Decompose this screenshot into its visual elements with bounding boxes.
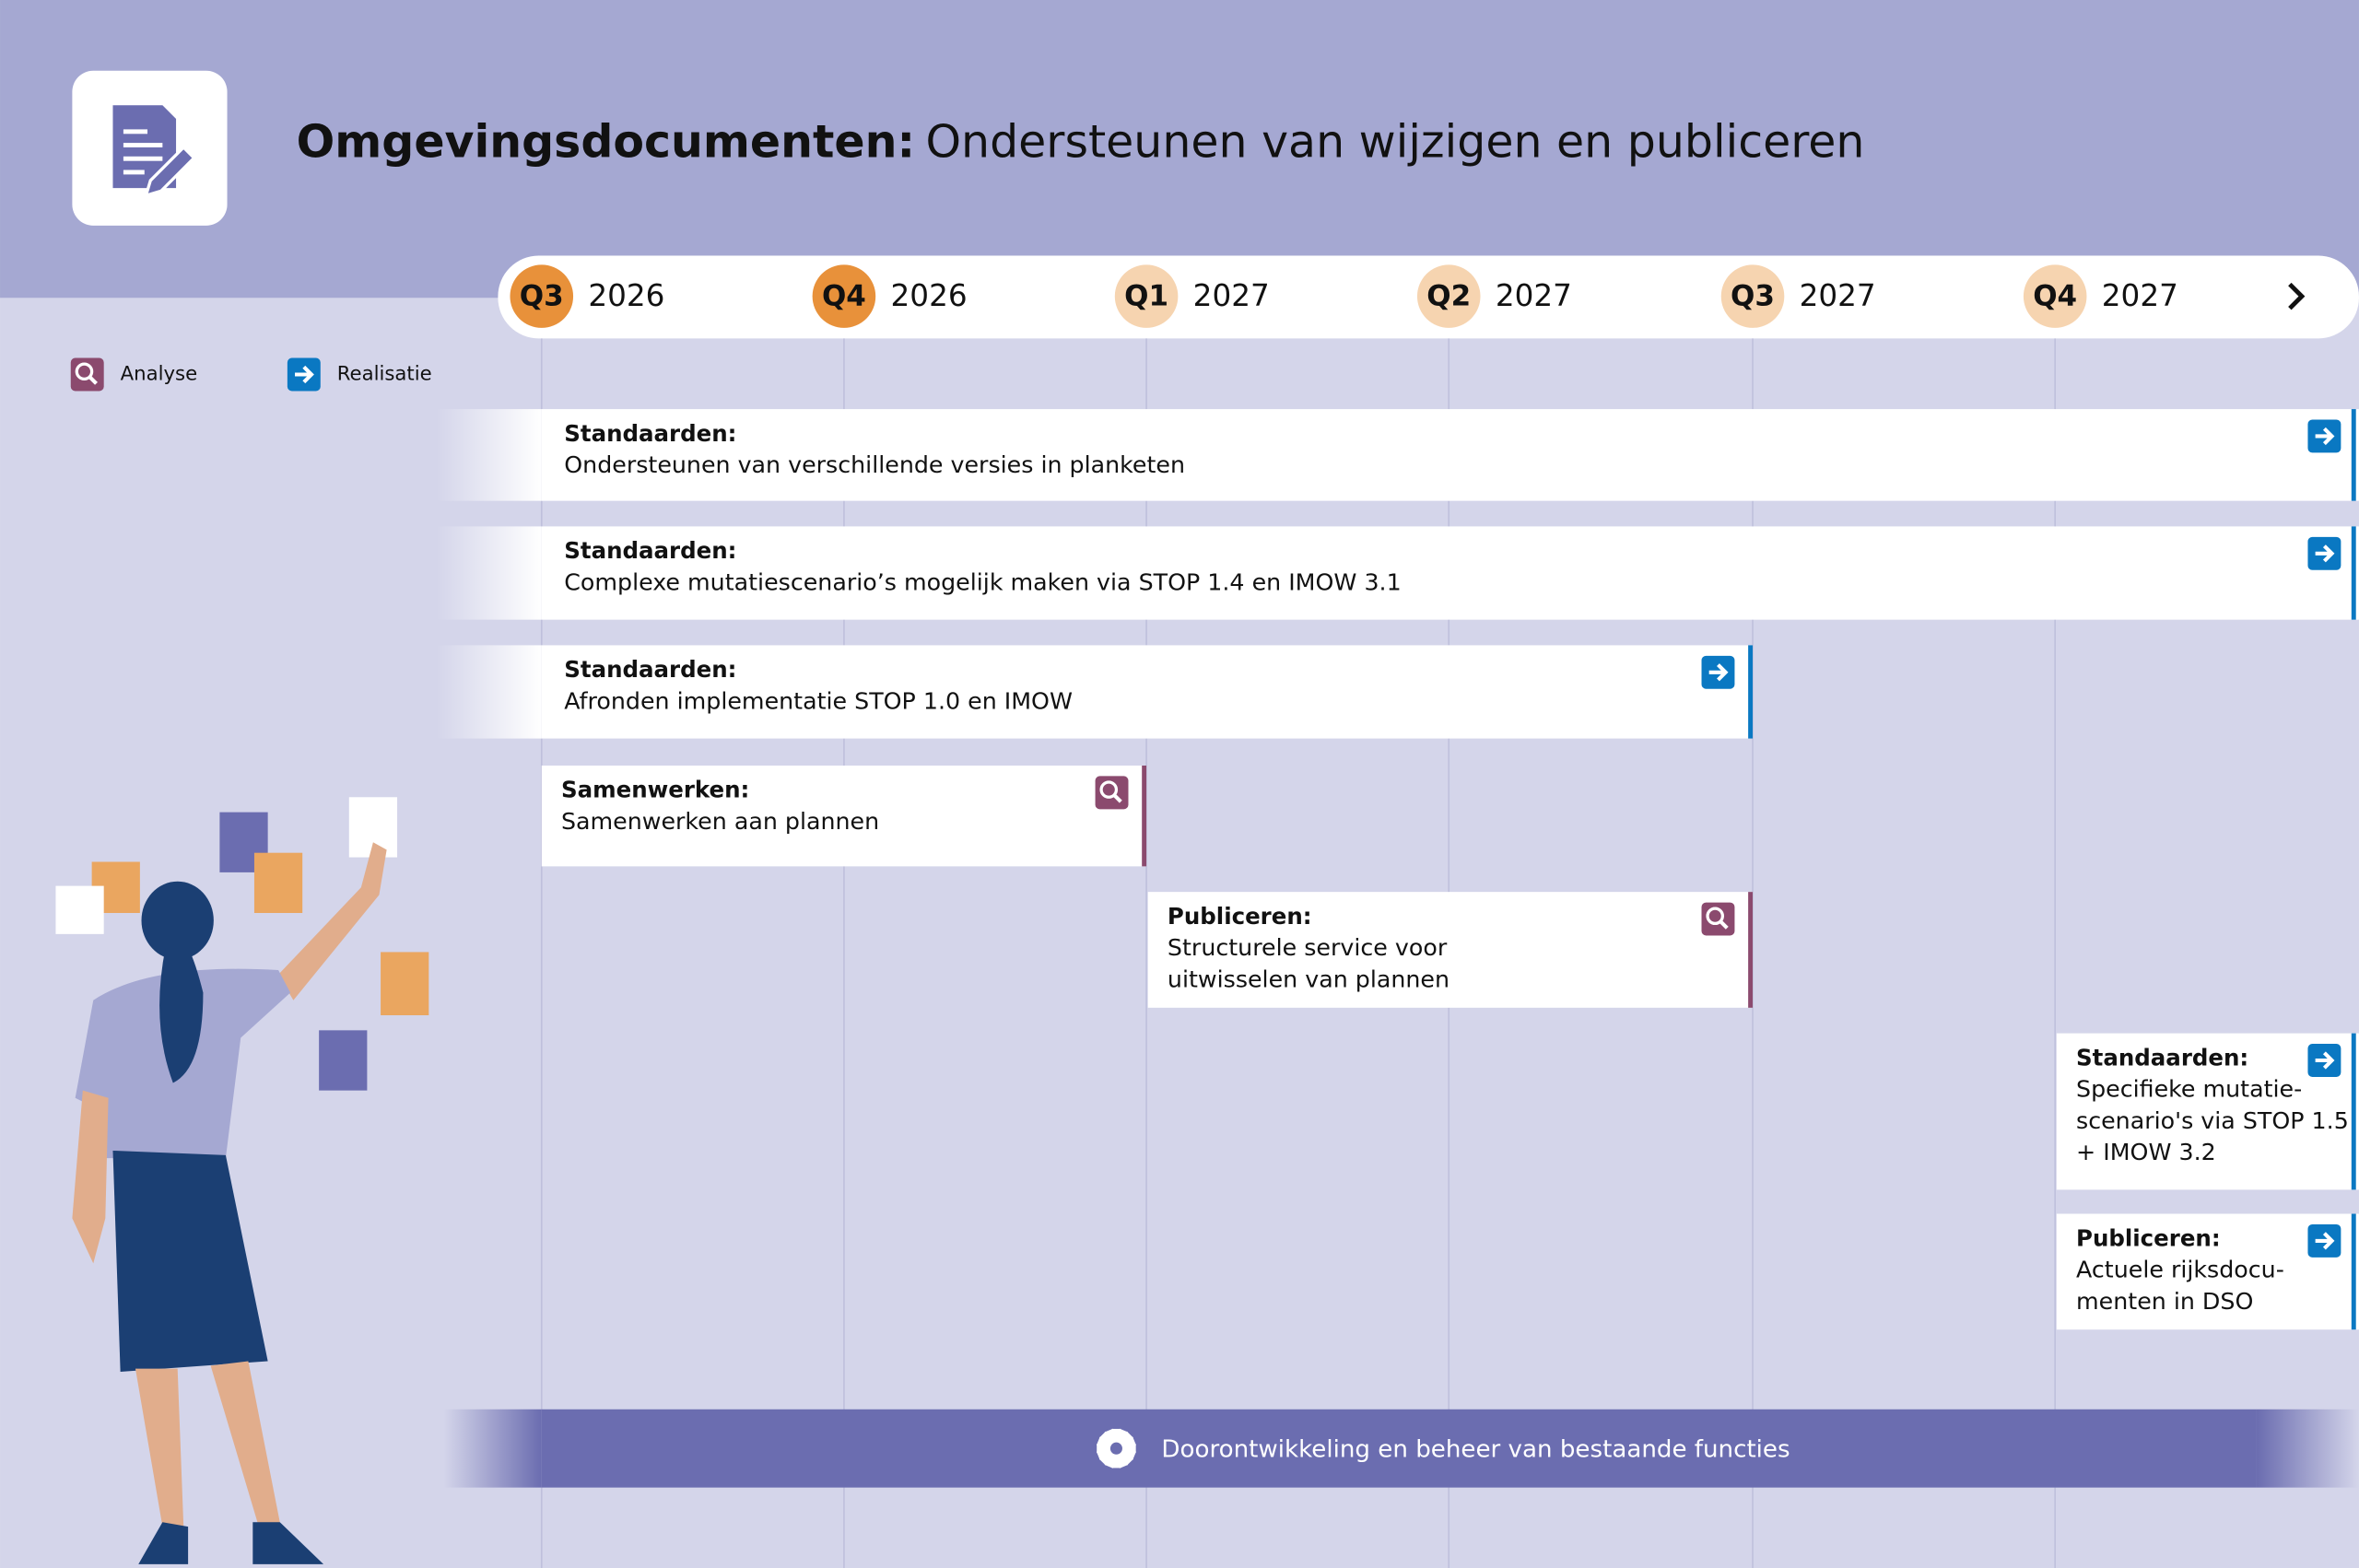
quarter-label: Q3 bbox=[1731, 280, 1775, 313]
arrow bbox=[295, 365, 314, 384]
arrow bbox=[2315, 1232, 2335, 1250]
arrow bbox=[2315, 427, 2335, 446]
item-category: Publiceren: bbox=[1168, 903, 1312, 930]
realisatie-icon bbox=[287, 357, 321, 392]
item-fade bbox=[436, 409, 542, 501]
item-text: Specifieke mutatie- bbox=[2076, 1076, 2302, 1103]
title: Omgevingsdocumenten: Ondersteunen van wij… bbox=[297, 115, 1865, 168]
item-fade bbox=[436, 645, 542, 739]
footer-text: Doorontwikkeling en beheer van bestaande… bbox=[1161, 1435, 1790, 1463]
item-edge bbox=[2351, 1213, 2356, 1330]
arrow bbox=[2315, 1051, 2335, 1070]
quarter-label: Q2 bbox=[1426, 280, 1471, 313]
header-band bbox=[0, 0, 2359, 298]
quarter-badge bbox=[1416, 264, 1481, 328]
year-label: 2026 bbox=[588, 278, 664, 313]
item-edge bbox=[2351, 526, 2356, 620]
realisatie-icon bbox=[2307, 1223, 2341, 1258]
realisatie-icon bbox=[2307, 536, 2341, 570]
roadmap-item: Standaarden: Afronden implementatie STOP … bbox=[436, 645, 1754, 739]
item-fade bbox=[436, 526, 542, 620]
roadmap-item: Standaarden: Ondersteunen van verschillen… bbox=[436, 409, 2359, 501]
roadmap-item: Publiceren: Structurele service voor uitwi… bbox=[1147, 892, 1754, 1008]
icon-box bbox=[1701, 902, 1735, 936]
year-label: 2026 bbox=[891, 278, 968, 313]
year-label: 2027 bbox=[1496, 278, 1572, 313]
year-label: 2027 bbox=[1193, 278, 1270, 313]
item-category: Standaarden: bbox=[564, 420, 736, 447]
quarter-badge bbox=[510, 264, 574, 328]
realisatie-icon bbox=[2307, 1044, 2341, 1077]
item-category: Standaarden: bbox=[2076, 1044, 2248, 1071]
handle bbox=[1719, 920, 1729, 930]
quarter-badge bbox=[2023, 264, 2087, 328]
item-box bbox=[541, 766, 1147, 867]
legend-label: Analyse bbox=[121, 363, 198, 386]
item-edge bbox=[1748, 645, 1754, 739]
handle bbox=[88, 376, 98, 385]
item-text: Complexe mutatiescenario’s mogelijk make… bbox=[564, 568, 1401, 595]
gear-icon bbox=[1096, 1428, 1136, 1469]
analyse-icon bbox=[1701, 902, 1735, 936]
lens bbox=[1099, 780, 1119, 799]
quarter-badge bbox=[1720, 264, 1785, 328]
analyse-icon bbox=[70, 357, 104, 392]
icon-box bbox=[1095, 776, 1129, 810]
item-category: Publiceren: bbox=[2076, 1224, 2221, 1251]
item-text: Ondersteunen van verschillende versies i… bbox=[564, 451, 1185, 478]
item-text: menten in DSO bbox=[2076, 1288, 2253, 1315]
quarter-label: Q4 bbox=[822, 280, 866, 313]
year-label: 2027 bbox=[1800, 278, 1876, 313]
gear-hole bbox=[1109, 1442, 1122, 1455]
quarter-label: Q4 bbox=[2033, 280, 2077, 313]
icon-box bbox=[70, 357, 104, 392]
lens bbox=[75, 362, 94, 381]
item-text: scenario's via STOP 1.5 bbox=[2076, 1107, 2349, 1134]
item-category: Standaarden: bbox=[564, 656, 736, 683]
item-text: Samenwerken aan plannen bbox=[561, 808, 879, 835]
item-box bbox=[1147, 892, 1754, 1008]
item-box bbox=[541, 645, 1754, 739]
arrow bbox=[1708, 663, 1729, 682]
title-bold: Omgevingsdocumenten: bbox=[297, 115, 915, 168]
document-icon bbox=[112, 105, 196, 198]
quarter-label: Q3 bbox=[520, 280, 564, 313]
arrow bbox=[2315, 544, 2335, 563]
item-edge bbox=[2351, 409, 2356, 501]
item-box bbox=[541, 409, 2359, 501]
quarter-label: Q1 bbox=[1124, 280, 1168, 313]
realisatie-icon bbox=[2307, 419, 2341, 453]
timeline-arrow bbox=[2288, 282, 2306, 310]
item-edge bbox=[2351, 1033, 2356, 1190]
item-edge bbox=[1142, 766, 1147, 867]
footer-bar bbox=[541, 1409, 2257, 1488]
analyse-icon bbox=[1095, 776, 1129, 810]
year-label: 2027 bbox=[2102, 278, 2178, 313]
item-text: Actuele rijksdocu- bbox=[2076, 1257, 2284, 1283]
legend-label: Realisatie bbox=[337, 363, 432, 386]
lens bbox=[1706, 907, 1725, 926]
item-box bbox=[541, 526, 2359, 620]
roadmap-item: Standaarden: Complexe mutatiescenario’s m… bbox=[436, 526, 2359, 620]
handle bbox=[1113, 794, 1122, 803]
footer-fade-right bbox=[2256, 1409, 2359, 1488]
quarter-badge bbox=[1114, 264, 1179, 328]
footer-fade bbox=[443, 1409, 542, 1488]
item-category: Samenwerken: bbox=[561, 777, 749, 803]
illustration bbox=[55, 797, 429, 1564]
item-text: Afronden implementatie STOP 1.0 en IMOW bbox=[564, 687, 1073, 714]
title-rest: Ondersteunen van wijzigen en publiceren bbox=[926, 115, 1865, 168]
quarter-badge bbox=[812, 264, 876, 328]
item-text: uitwisselen van plannen bbox=[1168, 965, 1449, 992]
roadmap-item: Samenwerken: Samenwerken aan plannen bbox=[541, 766, 1147, 867]
realisatie-icon bbox=[1701, 655, 1735, 689]
item-text: Structurele service voor bbox=[1168, 934, 1448, 961]
item-text: + IMOW 3.2 bbox=[2076, 1139, 2216, 1165]
item-category: Standaarden: bbox=[564, 537, 736, 564]
item-edge bbox=[1748, 892, 1754, 1008]
